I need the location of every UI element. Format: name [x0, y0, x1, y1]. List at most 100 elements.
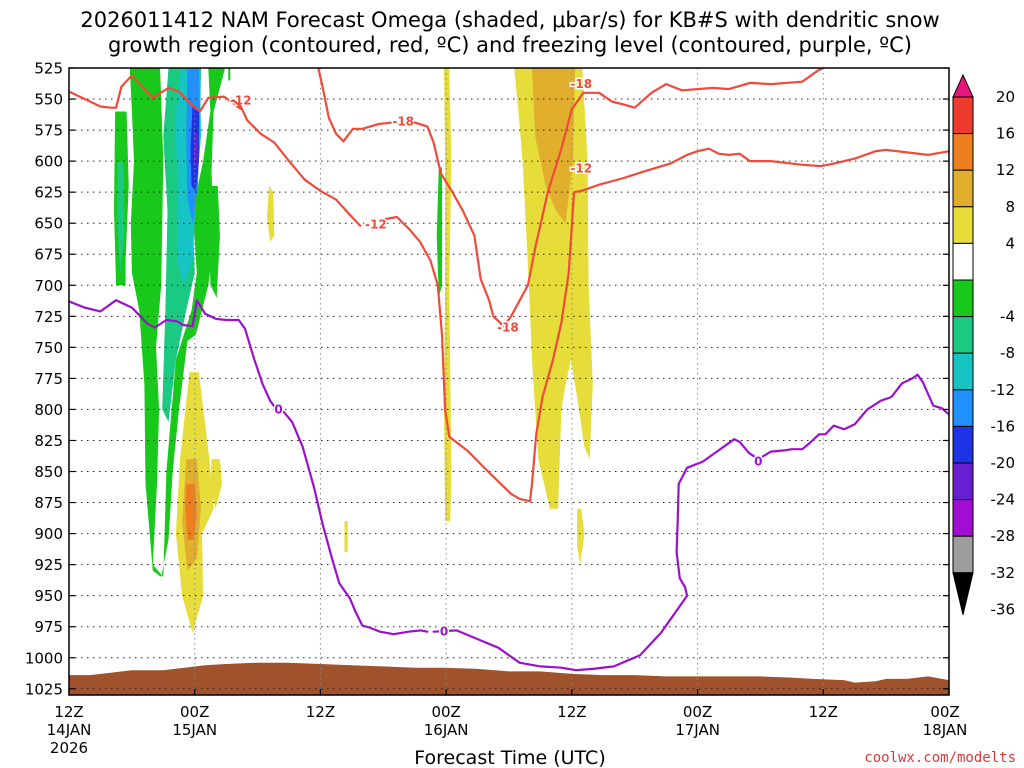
- x-tick-label-0-l2: 14JAN: [47, 721, 92, 739]
- y-tick-label-950: 950: [34, 587, 63, 605]
- x-axis-label: Forecast Time (UTC): [414, 747, 605, 768]
- x-tick-label-60-l1: 00Z: [683, 703, 712, 721]
- x-tick-label-12-l1: 00Z: [180, 703, 209, 721]
- chart-title-line2: growth region (contoured, red, ºC) and f…: [108, 33, 912, 57]
- y-tick-label-750: 750: [34, 339, 63, 357]
- x-tick-label-24-l1: 12Z: [306, 703, 335, 721]
- y-tick-label-875: 875: [34, 494, 63, 512]
- x-tick-label-84-l2: 18JAN: [923, 721, 968, 739]
- colorbar-bin-9: [952, 425, 974, 464]
- y-tick-label-625: 625: [34, 184, 63, 202]
- colorbar-label-2: 12: [996, 161, 1015, 179]
- freezing-contour-line-0: [69, 299, 429, 636]
- x-tick-label-36-l1: 00Z: [431, 703, 460, 721]
- plot-area: -12 -12 -12 -18 -18 -18 0 0 0: [69, 68, 949, 695]
- colorbar-bin-8: [952, 389, 974, 427]
- colorbar-label-10: -24: [991, 491, 1016, 509]
- dgz-contour-label-6: -18: [570, 77, 592, 91]
- colorbar-label-11: -28: [991, 527, 1016, 545]
- omega-region-9: [228, 68, 231, 81]
- x-tick-label-60-l2: 17JAN: [675, 721, 720, 739]
- dendritic-growth-contours: -12 -12 -12 -18 -18 -18: [69, 68, 949, 503]
- y-tick-label-725: 725: [34, 308, 63, 326]
- colorbar-bin-4: [952, 242, 974, 281]
- omega-region-13: [185, 483, 197, 540]
- x-tick-label-12-l2: 15JAN: [172, 721, 217, 739]
- y-tick-label-925: 925: [34, 556, 63, 574]
- x-tick-label-0-l3: 2026: [50, 739, 88, 757]
- colorbar-label-1: 16: [996, 125, 1015, 143]
- colorbar-bin-0: [952, 96, 974, 135]
- colorbar-label-3: 8: [1005, 198, 1015, 216]
- dgz-contour-line-6: [582, 68, 825, 109]
- y-tick-label-825: 825: [34, 432, 63, 450]
- colorbar-label-12: -32: [991, 564, 1016, 582]
- chart-title-line1: 2026011412 NAM Forecast Omega (shaded, μ…: [80, 8, 939, 32]
- y-tick-label-975: 975: [34, 618, 63, 636]
- colorbar-tri-bottom: [952, 572, 974, 615]
- x-tick-label-48-l1: 12Z: [557, 703, 586, 721]
- omega-region-19: [532, 68, 575, 224]
- colorbar-label-13: -36: [991, 600, 1016, 618]
- y-tick-label-775: 775: [34, 370, 63, 388]
- freezing-contour-line-2: [757, 373, 949, 461]
- omega-region-10: [436, 167, 442, 298]
- dgz-contour-line-1: [232, 99, 362, 227]
- x-tick-label-0-l1: 12Z: [54, 703, 83, 721]
- omega-region-7: [117, 161, 125, 273]
- y-tick-label-600: 600: [34, 153, 63, 171]
- colorbar-label-5: -4: [1000, 308, 1015, 326]
- y-tick-label-1025: 1025: [25, 680, 63, 698]
- dgz-contour-line-4: [317, 68, 393, 143]
- y-tick-label-850: 850: [34, 463, 63, 481]
- freezing-contour-label-2: 0: [754, 455, 762, 469]
- omega-region-16: [344, 521, 348, 553]
- colorbar-bin-3: [952, 206, 974, 244]
- dgz-contour-line-2: [382, 215, 532, 503]
- y-tick-label-525: 525: [34, 60, 63, 78]
- y-tick-label-575: 575: [34, 122, 63, 140]
- omega-region-18: [514, 68, 593, 509]
- colorbar: 20 16 12 8 4 -4 -8 -12 -16 -20 -24 -28 -32 -36: [952, 73, 1016, 618]
- dgz-contour-label-3: -12: [570, 162, 592, 176]
- colorbar-label-9: -20: [991, 454, 1016, 472]
- colorbar-bin-12: [952, 535, 974, 574]
- omega-region-15: [267, 186, 275, 242]
- freezing-contour-label-0: 0: [274, 402, 282, 416]
- colorbar-bin-10: [952, 462, 974, 501]
- terrain-surface: [69, 662, 949, 695]
- dgz-contour-line-0: [69, 74, 242, 113]
- y-tick-label-550: 550: [34, 91, 63, 109]
- y-tick-label-900: 900: [34, 525, 63, 543]
- colorbar-label-0: 20: [996, 88, 1015, 106]
- freezing-contour-line-1: [432, 438, 760, 672]
- gridlines: [69, 68, 949, 695]
- dgz-contour-label-2: -12: [365, 217, 387, 231]
- y-tick-label-800: 800: [34, 401, 63, 419]
- y-axis: 525 550 575 600 625 650 675 700 725 750 775 800 825 8…: [25, 60, 949, 698]
- dgz-contour-label-5: -18: [497, 320, 519, 334]
- colorbar-bin-2: [952, 169, 974, 208]
- y-tick-label-675: 675: [34, 246, 63, 264]
- terrain-fill: [69, 662, 949, 695]
- colorbar-bin-5: [952, 279, 974, 318]
- x-tick-label-72-l1: 12Z: [809, 703, 838, 721]
- dgz-contour-label-0: -12: [230, 93, 252, 107]
- y-tick-label-700: 700: [34, 277, 63, 295]
- colorbar-label-6: -8: [1000, 344, 1015, 362]
- colorbar-label-8: -16: [991, 417, 1016, 435]
- plot-frame: [68, 67, 950, 696]
- colorbar-bin-6: [952, 316, 974, 354]
- colorbar-bin-7: [952, 352, 974, 391]
- freezing-contour-label-1: 0: [440, 625, 448, 639]
- omega-region-8: [209, 186, 220, 298]
- dgz-contour-label-4: -18: [392, 114, 414, 128]
- colorbar-label-4: 4: [1005, 234, 1015, 252]
- dgz-contour-line-3: [528, 147, 949, 503]
- credit-text: coolwx.com/modelts: [864, 750, 1016, 766]
- colorbar-bin-11: [952, 499, 974, 537]
- omega-region-20: [577, 508, 585, 565]
- colorbar-label-7: -12: [991, 381, 1016, 399]
- freezing-level-contours: 0 0 0: [69, 299, 949, 672]
